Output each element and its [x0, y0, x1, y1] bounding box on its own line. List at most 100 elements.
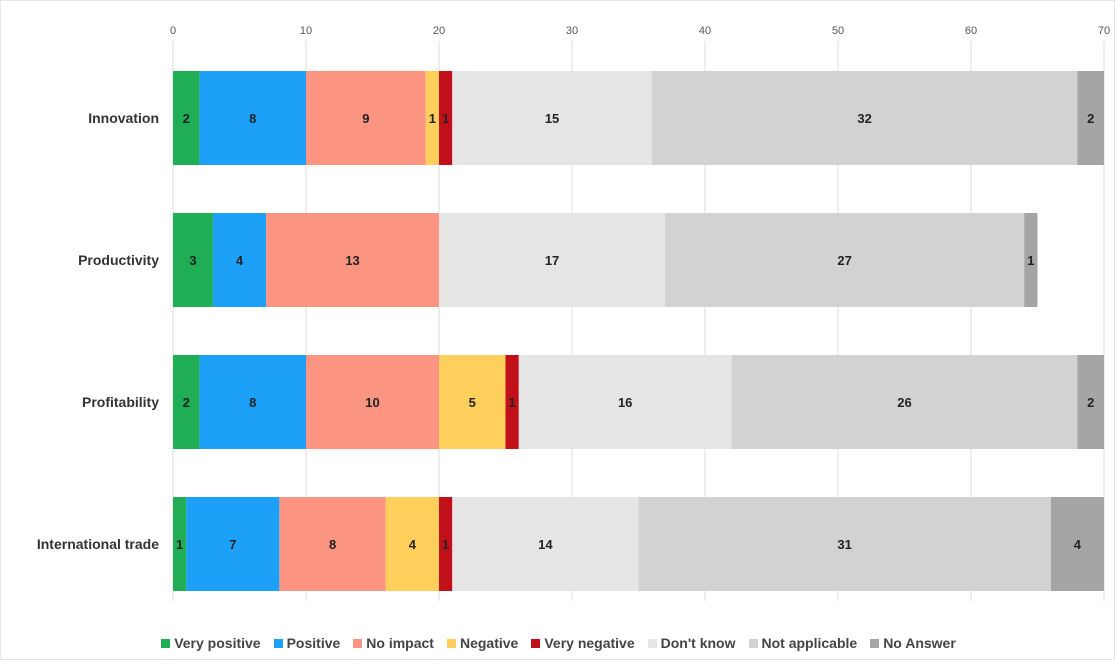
bar-segment — [731, 355, 1078, 449]
bar-segment — [199, 355, 306, 449]
x-tick-label: 30 — [566, 25, 578, 37]
data-label: 1 — [1027, 253, 1034, 268]
data-label: 5 — [469, 395, 476, 410]
data-label: 1 — [442, 537, 449, 552]
data-label: 16 — [618, 395, 632, 410]
stacked-bar-chart: 0 10 20 30 40 50 60 70 2 8 9 1 1 15 32 23 4 13 17 27 12 8 10 5… — [37, 25, 1110, 601]
legend-label: Positive — [286, 635, 341, 651]
data-label: 1 — [442, 111, 449, 126]
bar-segment — [1050, 497, 1104, 591]
legend-label: Don't know — [660, 635, 736, 651]
data-label: 4 — [1074, 537, 1082, 552]
data-label: 31 — [837, 537, 851, 552]
x-tick-label: 70 — [1098, 25, 1110, 37]
legend-item: Very positive — [161, 635, 261, 651]
bar-segment — [199, 71, 306, 165]
bar-segment — [1024, 213, 1038, 307]
bar-segment — [439, 497, 453, 591]
data-label: 26 — [897, 395, 911, 410]
legend-label: Very positive — [174, 635, 261, 651]
bar-segment — [452, 71, 652, 165]
bar-segment — [266, 213, 439, 307]
bar-segment — [452, 497, 639, 591]
data-label: 15 — [545, 111, 559, 126]
bar-segment — [425, 71, 439, 165]
data-label: 17 — [545, 253, 559, 268]
legend-item: Very negative — [531, 635, 635, 651]
bars: 2 8 9 1 1 15 32 23 4 13 17 27 12 8 10 5 1 16 26 21 7 8 4 1 14 31 4 — [173, 71, 1104, 591]
bar-segment — [638, 497, 1051, 591]
bar-segment — [306, 71, 426, 165]
legend-item: No Answer — [870, 635, 956, 651]
legend-swatch — [446, 638, 456, 648]
data-label: 2 — [1087, 111, 1094, 126]
data-label: 1 — [509, 395, 516, 410]
data-label: 10 — [365, 395, 379, 410]
legend-item: No impact — [353, 635, 434, 651]
data-label: 4 — [236, 253, 244, 268]
bar-segment — [518, 355, 732, 449]
bar-segment — [173, 497, 187, 591]
x-tick-label: 20 — [433, 25, 445, 37]
legend-label: No impact — [366, 635, 434, 651]
legend-label: Very negative — [544, 635, 635, 651]
legend-swatch — [870, 638, 880, 648]
category-labels: Innovation Productivity Profitability Inter… — [37, 110, 159, 552]
category-label: Profitability — [82, 394, 159, 410]
data-label: 7 — [229, 537, 236, 552]
data-label: 2 — [1087, 395, 1094, 410]
legend-label: Negative — [459, 635, 519, 651]
x-tick-label: 40 — [699, 25, 711, 37]
bar-segment — [385, 497, 439, 591]
legend-swatch — [353, 638, 363, 648]
data-label: 3 — [189, 253, 196, 268]
category-label: Productivity — [78, 252, 159, 268]
x-tick-label: 60 — [965, 25, 977, 37]
bar-segment — [439, 213, 666, 307]
bar-segment — [665, 213, 1025, 307]
bar-segment — [651, 71, 1078, 165]
data-label: 2 — [183, 111, 190, 126]
data-label: 1 — [429, 111, 436, 126]
x-axis-ticks: 0 10 20 30 40 50 60 70 — [170, 25, 1110, 37]
x-tick-label: 50 — [832, 25, 844, 37]
legend-swatch — [161, 638, 171, 648]
legend-swatch — [647, 638, 657, 648]
data-label: 9 — [362, 111, 369, 126]
bar-segment — [279, 497, 386, 591]
data-label: 13 — [345, 253, 359, 268]
bar-segment — [186, 497, 280, 591]
category-label: International trade — [37, 536, 159, 552]
data-label: 1 — [176, 537, 183, 552]
category-label: Innovation — [88, 110, 159, 126]
legend-item: Don't know — [647, 635, 736, 651]
legend-item: Not applicable — [748, 635, 858, 651]
legend-item: Negative — [446, 635, 519, 651]
legend: Very positive Positive No impact Negative Ve… — [1, 631, 1115, 655]
legend-swatch — [748, 638, 758, 648]
legend-swatch — [273, 638, 283, 648]
bar-segment — [439, 71, 453, 165]
data-label: 14 — [538, 537, 553, 552]
x-tick-label: 0 — [170, 25, 176, 37]
data-label: 4 — [409, 537, 417, 552]
bar-segment — [439, 355, 506, 449]
bar-segment — [1077, 71, 1104, 165]
bar-segment — [505, 355, 519, 449]
legend-label: No Answer — [883, 635, 956, 651]
data-label: 8 — [329, 537, 336, 552]
legend-label: Not applicable — [761, 635, 858, 651]
data-label: 27 — [837, 253, 851, 268]
legend-item: Positive — [273, 635, 341, 651]
bar-segment — [173, 71, 200, 165]
bar-segment — [1077, 355, 1104, 449]
bar-segment — [173, 355, 200, 449]
data-label: 8 — [249, 111, 256, 126]
x-tick-label: 10 — [300, 25, 312, 37]
bar-segment — [212, 213, 267, 307]
legend-swatch — [531, 638, 541, 648]
data-label: 8 — [249, 395, 256, 410]
data-label: 2 — [183, 395, 190, 410]
bar-segment — [306, 355, 439, 449]
